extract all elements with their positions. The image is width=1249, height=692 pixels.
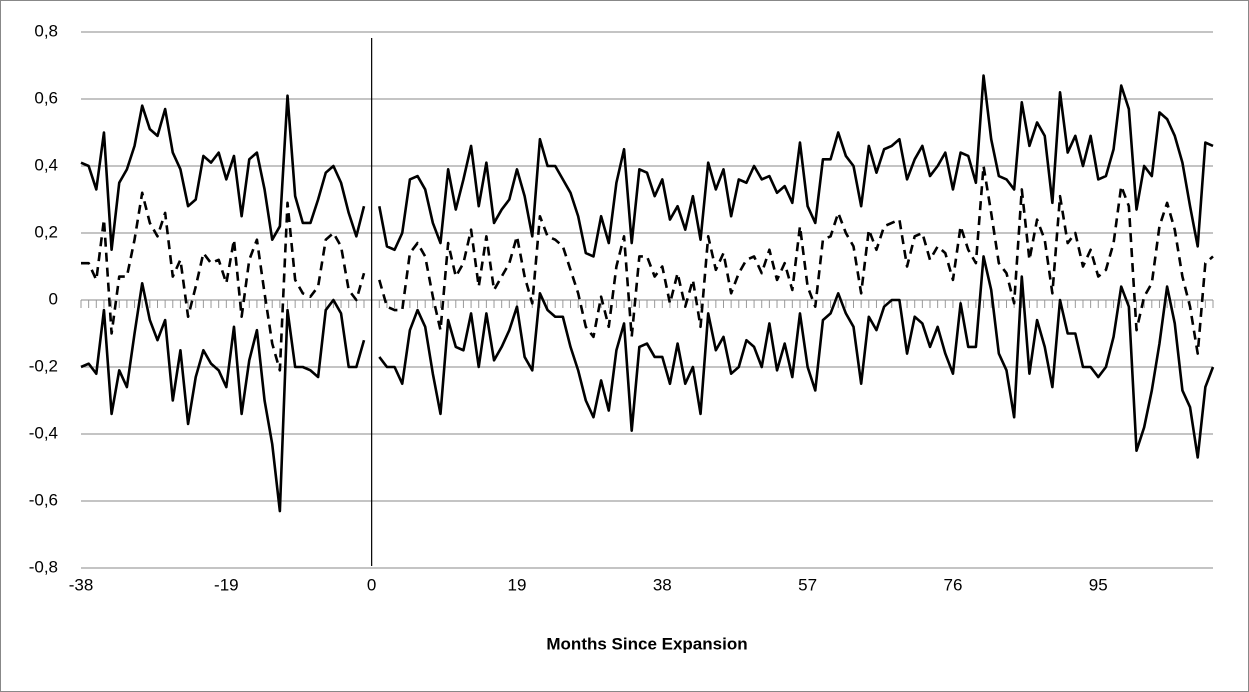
x-tick-label: -19 — [214, 575, 239, 594]
y-tick-label: 0,2 — [34, 222, 58, 241]
x-tick-label: 0 — [367, 575, 376, 594]
x-tick-label: 76 — [943, 575, 962, 594]
x-tick-label: -38 — [69, 575, 94, 594]
y-tick-label: -0,4 — [29, 423, 58, 442]
y-tick-label: -0,8 — [29, 557, 58, 576]
y-tick-label: 0,4 — [34, 155, 58, 174]
dashed-line — [81, 164, 1214, 372]
y-tick-label: -0,2 — [29, 356, 58, 375]
y-tick-label: -0,6 — [29, 490, 58, 509]
y-tick-label: 0,6 — [34, 88, 58, 107]
x-tick-label: 19 — [508, 575, 527, 594]
y-tick-label: 0 — [49, 289, 58, 308]
y-tick-label: 0,8 — [34, 21, 58, 40]
solid-line — [80, 255, 1215, 513]
x-axis-title: Months Since Expansion — [546, 634, 747, 653]
x-tick-label: 38 — [653, 575, 672, 594]
solid-line — [80, 74, 1214, 258]
x-tick-label: 57 — [798, 575, 817, 594]
x-tick-label: 95 — [1089, 575, 1108, 594]
